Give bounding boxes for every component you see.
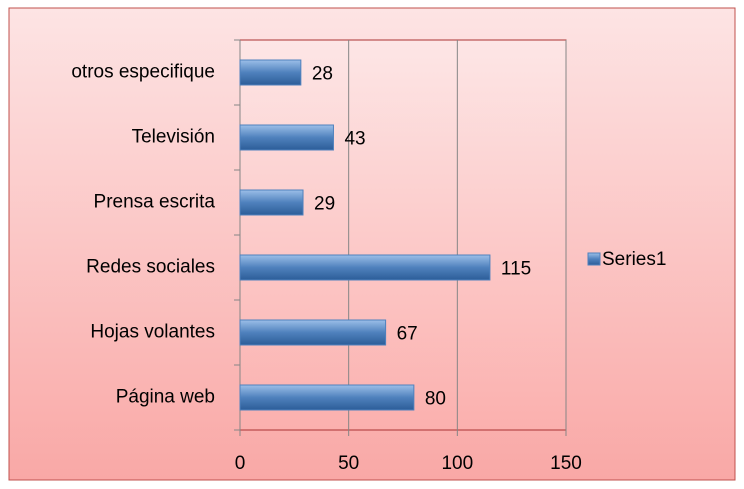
y-tick-label: Página web (116, 387, 215, 408)
legend-swatch (587, 252, 601, 266)
x-tick-label: 0 (235, 453, 246, 474)
y-tick-label: Redes sociales (86, 257, 215, 278)
data-label: 28 (312, 64, 333, 85)
bar (239, 59, 302, 86)
data-label: 115 (501, 259, 531, 280)
bar (239, 384, 415, 411)
bar (239, 124, 334, 151)
y-tick-label: Televisión (132, 127, 215, 148)
y-tick-label: Hojas volantes (90, 322, 215, 343)
legend-label: Series1 (602, 249, 666, 270)
data-label: 80 (425, 389, 446, 410)
x-tick-label: 100 (441, 453, 473, 474)
data-label: 29 (314, 194, 335, 215)
data-label: 67 (397, 324, 418, 345)
plot-area (239, 39, 567, 431)
y-tick-label: otros especifique (71, 62, 215, 83)
y-tick-label: Prensa escrita (94, 192, 216, 213)
x-tick-label: 150 (550, 453, 582, 474)
bar (239, 189, 304, 216)
bar (239, 319, 387, 346)
x-tick-label: 50 (338, 453, 359, 474)
bar (239, 254, 491, 281)
data-label: 43 (344, 129, 365, 150)
